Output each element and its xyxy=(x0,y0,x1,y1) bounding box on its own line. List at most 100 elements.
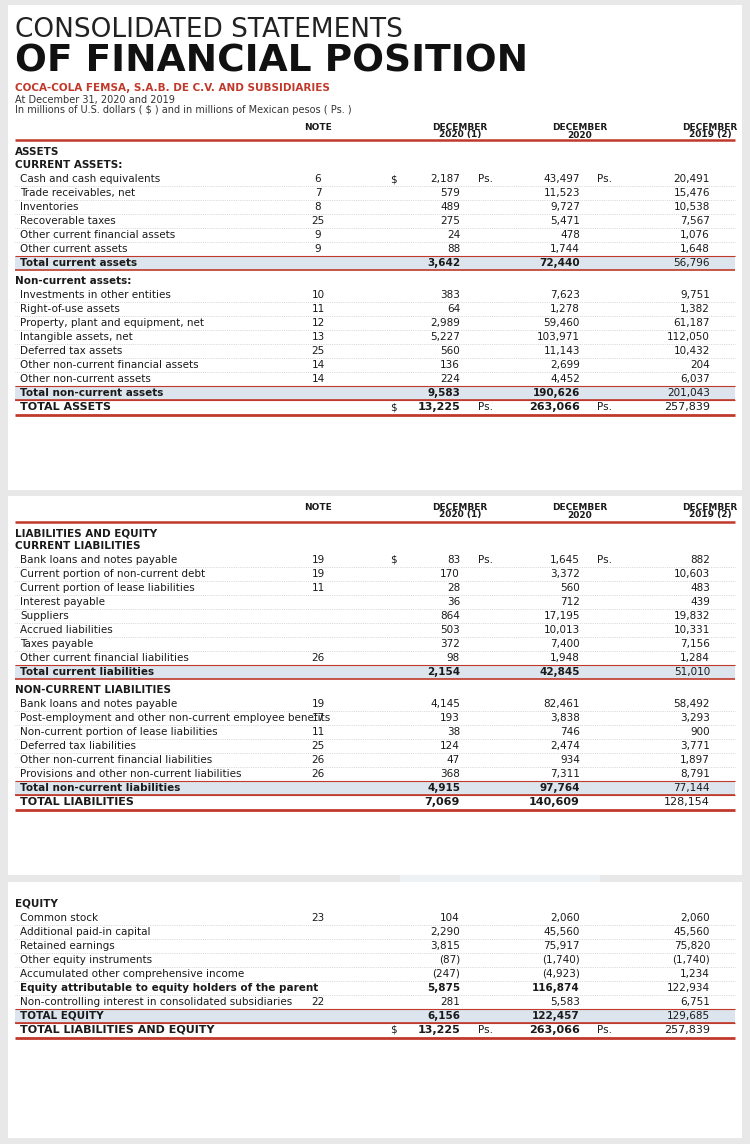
Text: Equity attributable to equity holders of the parent: Equity attributable to equity holders of… xyxy=(20,983,318,993)
Text: 489: 489 xyxy=(440,202,460,212)
Text: 9,583: 9,583 xyxy=(427,388,460,398)
Text: 7,311: 7,311 xyxy=(550,769,580,779)
Text: 15,476: 15,476 xyxy=(674,188,710,198)
Text: Ps.: Ps. xyxy=(597,555,612,565)
Text: 2020: 2020 xyxy=(568,510,592,519)
Text: 201,043: 201,043 xyxy=(668,388,710,398)
Text: 882: 882 xyxy=(690,555,710,565)
Text: NON-CURRENT LIABILITIES: NON-CURRENT LIABILITIES xyxy=(15,685,171,696)
Text: TOTAL ASSETS: TOTAL ASSETS xyxy=(20,402,111,412)
Text: $: $ xyxy=(390,1025,397,1035)
Text: 38: 38 xyxy=(447,726,460,737)
Text: 275: 275 xyxy=(440,216,460,227)
Text: 22: 22 xyxy=(311,998,325,1007)
Text: 7,156: 7,156 xyxy=(680,639,710,649)
Text: $: $ xyxy=(390,174,397,184)
Text: NOTE: NOTE xyxy=(304,122,332,132)
Text: 11: 11 xyxy=(311,583,325,593)
Text: 13,225: 13,225 xyxy=(417,1025,460,1035)
Text: Common stock: Common stock xyxy=(20,913,98,923)
Text: In millions of U.S. dollars ( $ ) and in millions of Mexican pesos ( Ps. ): In millions of U.S. dollars ( $ ) and in… xyxy=(15,105,352,116)
Text: 26: 26 xyxy=(311,653,325,664)
Text: 2,154: 2,154 xyxy=(427,667,460,677)
Text: Total current liabilities: Total current liabilities xyxy=(20,667,154,677)
Text: 10: 10 xyxy=(311,289,325,300)
Text: 3,642: 3,642 xyxy=(427,259,460,268)
Text: 1,076: 1,076 xyxy=(680,230,710,240)
Text: Other non-current assets: Other non-current assets xyxy=(20,374,151,384)
Text: 263,066: 263,066 xyxy=(530,1025,580,1035)
Text: 24: 24 xyxy=(447,230,460,240)
Text: 98: 98 xyxy=(447,653,460,664)
Text: 281: 281 xyxy=(440,998,460,1007)
Text: 5,227: 5,227 xyxy=(430,332,460,342)
Text: 25: 25 xyxy=(311,741,325,750)
Text: 900: 900 xyxy=(690,726,710,737)
Text: Other non-current financial liabilities: Other non-current financial liabilities xyxy=(20,755,212,765)
Text: Current portion of non-current debt: Current portion of non-current debt xyxy=(20,569,205,579)
Text: Ps.: Ps. xyxy=(478,402,493,412)
Text: 4,915: 4,915 xyxy=(427,782,460,793)
Text: 28: 28 xyxy=(447,583,460,593)
Text: 112,050: 112,050 xyxy=(668,332,710,342)
Text: 11,523: 11,523 xyxy=(544,188,580,198)
Text: Ps.: Ps. xyxy=(597,402,612,412)
Text: Other non-current financial assets: Other non-current financial assets xyxy=(20,360,199,370)
Text: CONSOLIDATED STATEMENTS: CONSOLIDATED STATEMENTS xyxy=(15,17,403,43)
Text: 9,751: 9,751 xyxy=(680,289,710,300)
Text: 193: 193 xyxy=(440,713,460,723)
Text: 13: 13 xyxy=(311,332,325,342)
Text: 10,013: 10,013 xyxy=(544,625,580,635)
Text: 6,751: 6,751 xyxy=(680,998,710,1007)
Text: 1,744: 1,744 xyxy=(550,244,580,254)
Text: 103,971: 103,971 xyxy=(537,332,580,342)
Text: 11: 11 xyxy=(311,726,325,737)
Text: 3,815: 3,815 xyxy=(430,942,460,951)
Text: Accrued liabilities: Accrued liabilities xyxy=(20,625,112,635)
Text: Deferred tax assets: Deferred tax assets xyxy=(20,345,122,356)
Text: 7,567: 7,567 xyxy=(680,216,710,227)
Text: 58,492: 58,492 xyxy=(674,699,710,709)
Text: 478: 478 xyxy=(560,230,580,240)
Text: TOTAL EQUITY: TOTAL EQUITY xyxy=(20,1011,104,1020)
Text: Other current assets: Other current assets xyxy=(20,244,128,254)
Text: 9: 9 xyxy=(315,230,321,240)
Text: (87): (87) xyxy=(439,955,460,966)
Text: 82,461: 82,461 xyxy=(544,699,580,709)
Text: TOTAL LIABILITIES AND EQUITY: TOTAL LIABILITIES AND EQUITY xyxy=(20,1025,214,1035)
Text: Ps.: Ps. xyxy=(478,555,493,565)
Text: 4,452: 4,452 xyxy=(550,374,580,384)
Text: 372: 372 xyxy=(440,639,460,649)
Text: DECEMBER: DECEMBER xyxy=(682,502,737,511)
Text: Deferred tax liabilities: Deferred tax liabilities xyxy=(20,741,136,750)
Text: COCA-COLA FEMSA, S.A.B. DE C.V. AND SUBSIDIARIES: COCA-COLA FEMSA, S.A.B. DE C.V. AND SUBS… xyxy=(15,84,330,93)
Bar xyxy=(8,5,742,490)
Text: $: $ xyxy=(390,402,397,412)
Text: 368: 368 xyxy=(440,769,460,779)
Text: DECEMBER: DECEMBER xyxy=(552,502,608,511)
Text: 1,948: 1,948 xyxy=(550,653,580,664)
Text: 1,645: 1,645 xyxy=(550,555,580,565)
Bar xyxy=(400,140,600,450)
Text: Ps.: Ps. xyxy=(478,1025,493,1035)
Text: 1,897: 1,897 xyxy=(680,755,710,765)
Text: Provisions and other non-current liabilities: Provisions and other non-current liabili… xyxy=(20,769,242,779)
Text: TOTAL LIABILITIES: TOTAL LIABILITIES xyxy=(20,797,134,807)
Text: 2,187: 2,187 xyxy=(430,174,460,184)
Text: 263,066: 263,066 xyxy=(530,402,580,412)
Text: 26: 26 xyxy=(311,755,325,765)
Text: 560: 560 xyxy=(440,345,460,356)
Text: 224: 224 xyxy=(440,374,460,384)
Text: Ps.: Ps. xyxy=(597,1025,612,1035)
Text: 19: 19 xyxy=(311,555,325,565)
Text: CURRENT ASSETS:: CURRENT ASSETS: xyxy=(15,160,122,170)
Text: 19,832: 19,832 xyxy=(674,611,710,621)
Text: 7,400: 7,400 xyxy=(550,639,580,649)
Text: 1,278: 1,278 xyxy=(550,304,580,313)
Text: 129,685: 129,685 xyxy=(667,1011,710,1020)
Text: 3,293: 3,293 xyxy=(680,713,710,723)
Text: 17,195: 17,195 xyxy=(544,611,580,621)
Text: 579: 579 xyxy=(440,188,460,198)
Text: 19: 19 xyxy=(311,699,325,709)
Text: 26: 26 xyxy=(311,769,325,779)
